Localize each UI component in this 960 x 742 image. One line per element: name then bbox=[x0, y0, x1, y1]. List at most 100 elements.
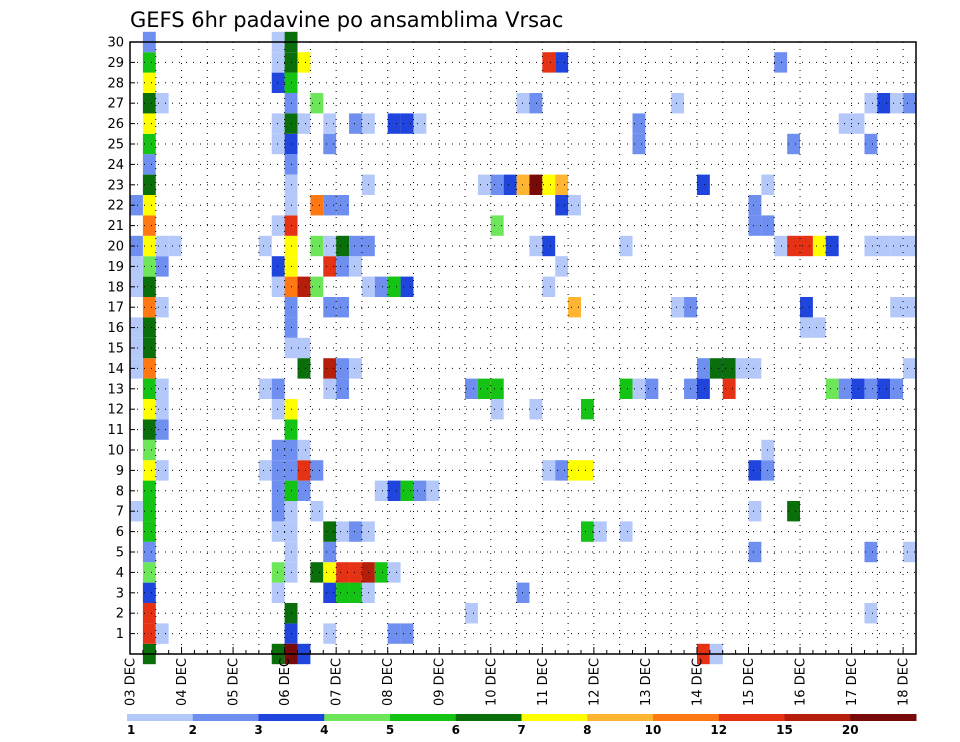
y-tick-label: 24 bbox=[107, 158, 124, 173]
precip-cell bbox=[903, 297, 916, 318]
x-tick-label: 11 DEC bbox=[536, 658, 551, 706]
precip-cell bbox=[336, 562, 350, 583]
colorbar-swatch bbox=[521, 714, 588, 721]
colorbar-swatch bbox=[850, 714, 917, 721]
precip-cell bbox=[142, 521, 156, 542]
precip-cell bbox=[349, 113, 362, 134]
precip-cell bbox=[336, 378, 350, 399]
precip-cell bbox=[722, 358, 736, 379]
precip-cell bbox=[490, 174, 504, 195]
colorbar-swatch bbox=[718, 714, 785, 721]
precip-cell bbox=[696, 358, 710, 379]
precip-cell bbox=[130, 501, 143, 522]
precip-cell bbox=[142, 501, 156, 522]
precip-cell bbox=[142, 337, 156, 359]
precip-cell bbox=[349, 235, 362, 257]
y-tick-label: 12 bbox=[107, 403, 124, 418]
y-tick-label: 14 bbox=[107, 362, 124, 377]
precip-cell bbox=[838, 113, 852, 134]
precip-cell bbox=[142, 419, 156, 440]
precip-cell bbox=[323, 378, 337, 399]
colorbar-label: 5 bbox=[386, 723, 394, 737]
precip-cell bbox=[748, 215, 762, 236]
y-tick-label: 23 bbox=[107, 178, 124, 193]
precip-cell bbox=[838, 378, 852, 399]
y-tick-label: 18 bbox=[107, 280, 124, 295]
precip-cell bbox=[155, 460, 169, 481]
precip-cell bbox=[271, 215, 285, 236]
precip-cell bbox=[542, 235, 556, 257]
precip-cell bbox=[271, 72, 285, 93]
x-tick-label: 03 DEC bbox=[124, 658, 139, 706]
precip-cell bbox=[310, 93, 324, 114]
precip-cell bbox=[271, 562, 285, 583]
y-tick-label: 27 bbox=[107, 97, 124, 112]
precip-cell bbox=[555, 195, 569, 216]
precip-cell bbox=[155, 297, 169, 318]
precip-cell bbox=[323, 113, 337, 134]
x-tick-label: 09 DEC bbox=[433, 658, 448, 706]
x-axis: 03 DEC 04 DEC 05 DEC 06 DEC 07 DEC 08 DEC 09 D… bbox=[124, 647, 912, 706]
colorbar-swatch bbox=[258, 714, 325, 721]
precip-cell bbox=[258, 460, 272, 481]
precip-cell bbox=[903, 93, 916, 114]
precip-cell bbox=[387, 276, 401, 297]
precip-cell bbox=[632, 378, 646, 399]
colorbar-swatch bbox=[653, 714, 720, 721]
precip-cell bbox=[864, 603, 878, 624]
y-tick-label: 25 bbox=[107, 138, 124, 153]
precip-cell bbox=[271, 378, 285, 399]
precip-cell bbox=[142, 480, 156, 501]
precip-cell bbox=[387, 623, 401, 644]
precip-cell bbox=[516, 174, 530, 195]
x-tick-label: 13 DEC bbox=[639, 658, 654, 706]
precip-cell bbox=[671, 93, 685, 114]
precip-cell bbox=[516, 582, 530, 603]
colorbar-swatch bbox=[127, 714, 194, 721]
precip-cell bbox=[632, 113, 646, 134]
precip-cell bbox=[400, 623, 414, 644]
precip-cell bbox=[142, 113, 156, 134]
precip-cell bbox=[271, 276, 285, 297]
precip-cell bbox=[142, 460, 156, 481]
x-tick-label: 14 DEC bbox=[690, 658, 705, 706]
precip-cell bbox=[310, 501, 324, 522]
precip-cell bbox=[297, 337, 311, 359]
x-tick-label: 12 DEC bbox=[587, 658, 602, 706]
precip-cell bbox=[516, 93, 530, 114]
precip-cell bbox=[864, 93, 878, 114]
colorbar-swatch bbox=[784, 714, 851, 721]
precip-cell bbox=[890, 235, 904, 257]
precip-cell bbox=[542, 52, 556, 73]
precip-cell bbox=[787, 501, 801, 522]
precip-cell bbox=[696, 378, 710, 399]
precip-cell bbox=[130, 235, 143, 257]
precip-cell bbox=[297, 276, 311, 297]
precip-cell bbox=[297, 480, 311, 501]
precip-cell bbox=[580, 399, 594, 420]
precip-cell bbox=[413, 113, 427, 134]
precip-cell bbox=[297, 52, 311, 73]
colorbar-label: 20 bbox=[842, 723, 859, 737]
precip-cell bbox=[774, 235, 788, 257]
precip-cell bbox=[542, 174, 556, 195]
precip-cell bbox=[258, 235, 272, 257]
precip-cell bbox=[142, 399, 156, 420]
precip-cell bbox=[349, 521, 362, 542]
y-tick-label: 19 bbox=[107, 260, 124, 275]
colorbar-swatch bbox=[324, 714, 391, 721]
precip-cell bbox=[271, 52, 285, 73]
precip-cell bbox=[877, 93, 891, 114]
precip-cell bbox=[310, 460, 324, 481]
y-tick-label: 21 bbox=[107, 219, 124, 234]
precip-cell bbox=[323, 235, 337, 257]
precip-cell bbox=[323, 582, 337, 603]
precip-cell bbox=[400, 276, 414, 297]
precip-cell bbox=[271, 113, 285, 134]
precip-cell bbox=[155, 256, 169, 277]
precip-cell bbox=[864, 378, 878, 399]
precip-cell bbox=[336, 235, 350, 257]
colorbar-label: 3 bbox=[254, 723, 262, 737]
precip-cell bbox=[645, 378, 659, 399]
precip-cell bbox=[336, 582, 350, 603]
